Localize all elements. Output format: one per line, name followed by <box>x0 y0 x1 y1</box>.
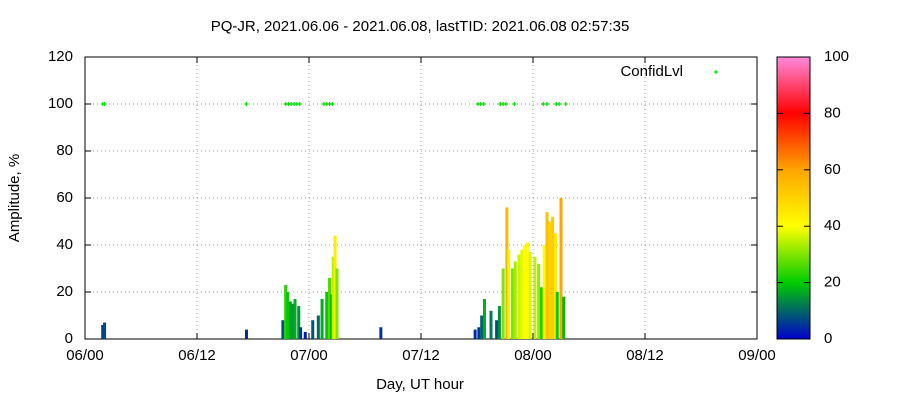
bar <box>480 315 484 339</box>
point <box>512 102 517 106</box>
x-tick-label: 06/12 <box>178 347 216 364</box>
x-tick-label: 09/00 <box>738 347 776 364</box>
bar <box>548 221 552 339</box>
bar <box>489 310 493 339</box>
bar <box>495 320 499 339</box>
chart-title: PQ-JR, 2021.06.06 - 2021.06.08, lastTID:… <box>211 18 630 35</box>
y-tick-label: 100 <box>48 95 73 112</box>
bar <box>284 284 288 339</box>
bar <box>320 299 324 339</box>
bar <box>299 327 303 339</box>
y-tick-label: 0 <box>65 330 73 347</box>
bar <box>523 245 527 339</box>
bar <box>528 252 532 339</box>
bar <box>545 212 549 339</box>
point <box>297 102 302 106</box>
bar <box>290 303 294 339</box>
point <box>557 102 562 106</box>
legend-label: ConfidLvl <box>620 63 683 80</box>
bar <box>507 249 511 339</box>
bar <box>520 249 524 339</box>
colorbar-tick-label: 80 <box>824 104 841 121</box>
bar <box>533 256 537 339</box>
bar <box>525 242 529 339</box>
point <box>545 102 549 106</box>
colorbar-tick-label: 40 <box>824 217 841 234</box>
bar <box>311 320 315 339</box>
bar <box>101 324 105 339</box>
bar <box>288 301 292 339</box>
point <box>503 102 508 106</box>
y-tick-label: 80 <box>56 142 73 159</box>
bar <box>477 327 481 339</box>
bar <box>329 294 333 339</box>
y-axis-label: Amplitude, % <box>6 154 23 242</box>
colorbar-tick-label: 20 <box>824 274 841 291</box>
plot-frame <box>84 56 758 340</box>
y-tick-label: 40 <box>56 236 73 253</box>
point <box>481 102 486 106</box>
bar <box>513 261 517 339</box>
x-tick-label: 07/12 <box>402 347 440 364</box>
x-tick-label: 06/00 <box>66 347 104 364</box>
x-axis-label: Day, UT hour <box>376 376 464 393</box>
point <box>244 102 249 106</box>
bar <box>539 287 543 339</box>
bar <box>333 235 337 339</box>
bar <box>303 331 307 339</box>
bar <box>501 268 505 339</box>
bar <box>551 216 555 339</box>
x-tick-label: 08/00 <box>514 347 552 364</box>
bar <box>325 292 329 339</box>
bar <box>286 292 290 339</box>
bar <box>537 263 541 339</box>
colorbar-tick-label: 100 <box>824 48 849 65</box>
y-tick-label: 120 <box>48 48 73 65</box>
point <box>102 102 107 106</box>
bar <box>510 268 514 339</box>
bar <box>335 268 339 339</box>
bar <box>316 315 320 339</box>
bar <box>103 322 107 339</box>
bar <box>553 233 557 339</box>
colorbar-tick-label: 0 <box>824 330 832 347</box>
point <box>330 102 335 106</box>
bar <box>559 198 563 339</box>
bar <box>505 207 509 339</box>
bar <box>244 329 248 339</box>
y-tick-label: 20 <box>56 283 73 300</box>
x-tick-label: 07/00 <box>290 347 328 364</box>
legend-symbol <box>714 70 718 74</box>
bar <box>473 329 477 339</box>
y-tick-label: 60 <box>56 189 73 206</box>
bar <box>379 327 383 339</box>
bar <box>293 299 297 339</box>
point <box>563 102 568 106</box>
bar <box>542 245 546 339</box>
bar <box>331 256 335 339</box>
colorbar-tick-label: 60 <box>824 161 841 178</box>
bar <box>562 296 566 339</box>
bar <box>517 254 521 339</box>
bar <box>328 277 332 339</box>
x-tick-label: 08/12 <box>626 347 664 364</box>
bar <box>297 306 301 339</box>
bar <box>281 320 285 339</box>
bar <box>482 299 486 339</box>
point <box>541 102 546 106</box>
bar <box>497 306 501 339</box>
colorbar <box>776 56 811 340</box>
bar <box>555 292 559 339</box>
